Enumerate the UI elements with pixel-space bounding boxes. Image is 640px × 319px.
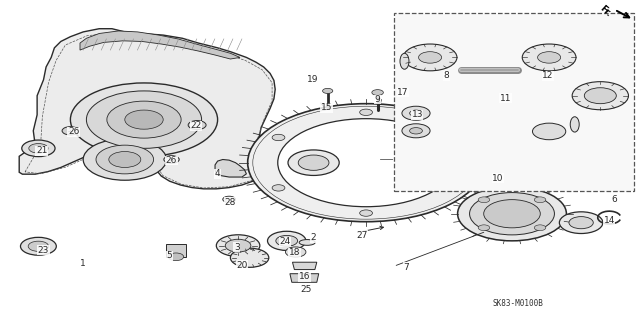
Ellipse shape xyxy=(300,240,315,245)
Circle shape xyxy=(323,88,333,93)
Circle shape xyxy=(248,104,484,222)
Circle shape xyxy=(291,250,300,254)
Text: 7: 7 xyxy=(404,263,409,272)
Circle shape xyxy=(164,156,179,163)
Circle shape xyxy=(225,239,251,252)
Circle shape xyxy=(188,121,206,130)
Circle shape xyxy=(86,91,202,148)
Circle shape xyxy=(96,145,154,174)
Text: 16: 16 xyxy=(299,272,310,281)
Circle shape xyxy=(223,196,236,203)
Circle shape xyxy=(534,225,546,231)
Text: 2: 2 xyxy=(311,233,316,242)
Circle shape xyxy=(272,134,285,141)
Text: 10: 10 xyxy=(492,174,504,182)
Circle shape xyxy=(410,128,422,134)
Ellipse shape xyxy=(400,53,409,69)
Text: 15: 15 xyxy=(321,103,332,112)
Circle shape xyxy=(419,52,442,63)
Circle shape xyxy=(470,193,554,235)
Circle shape xyxy=(403,44,457,71)
Text: 19: 19 xyxy=(307,75,318,84)
Circle shape xyxy=(276,235,298,246)
Text: 28: 28 xyxy=(225,198,236,207)
Circle shape xyxy=(402,124,430,138)
Text: 4: 4 xyxy=(215,169,220,178)
Circle shape xyxy=(484,200,540,228)
Circle shape xyxy=(447,134,460,141)
Text: 25: 25 xyxy=(300,285,312,294)
Circle shape xyxy=(572,82,628,110)
Circle shape xyxy=(534,197,546,203)
Text: 18: 18 xyxy=(289,249,300,257)
Text: 24: 24 xyxy=(279,237,291,246)
Circle shape xyxy=(22,140,55,157)
Polygon shape xyxy=(292,262,317,270)
Circle shape xyxy=(278,119,454,207)
Circle shape xyxy=(360,109,372,115)
Text: 14: 14 xyxy=(604,216,615,225)
Circle shape xyxy=(285,247,306,257)
Circle shape xyxy=(168,253,184,261)
Polygon shape xyxy=(215,160,246,177)
Circle shape xyxy=(28,241,49,251)
Text: 12: 12 xyxy=(542,71,554,80)
Text: 23: 23 xyxy=(38,246,49,255)
Circle shape xyxy=(298,155,329,170)
Text: 22: 22 xyxy=(190,121,202,130)
Circle shape xyxy=(62,127,79,135)
Text: 21: 21 xyxy=(36,146,47,155)
Ellipse shape xyxy=(570,117,579,132)
Circle shape xyxy=(272,185,285,191)
Polygon shape xyxy=(19,29,275,189)
Circle shape xyxy=(216,235,260,256)
Circle shape xyxy=(372,90,383,95)
Text: 8: 8 xyxy=(444,71,449,80)
Circle shape xyxy=(107,101,181,138)
Text: 17: 17 xyxy=(397,88,409,97)
Text: 13: 13 xyxy=(412,110,423,119)
Polygon shape xyxy=(290,274,319,282)
Circle shape xyxy=(532,123,566,140)
Circle shape xyxy=(230,248,269,267)
Circle shape xyxy=(569,217,593,229)
Text: 26: 26 xyxy=(166,156,177,165)
Circle shape xyxy=(538,52,561,63)
Bar xyxy=(394,13,634,191)
Text: 27: 27 xyxy=(356,231,368,240)
Circle shape xyxy=(83,139,166,180)
Circle shape xyxy=(268,231,306,250)
Bar xyxy=(166,244,186,257)
Text: 26: 26 xyxy=(68,127,79,136)
Circle shape xyxy=(584,88,616,104)
Circle shape xyxy=(360,210,372,216)
Circle shape xyxy=(288,150,339,175)
Circle shape xyxy=(125,110,163,129)
Text: 9: 9 xyxy=(375,95,380,104)
Text: 20: 20 xyxy=(236,261,248,270)
Text: Fr.: Fr. xyxy=(598,4,613,19)
Circle shape xyxy=(478,225,490,231)
Circle shape xyxy=(29,144,48,153)
Circle shape xyxy=(522,44,576,71)
Circle shape xyxy=(478,197,490,203)
Text: 5: 5 xyxy=(167,251,172,260)
Text: SK83-M0100B: SK83-M0100B xyxy=(493,299,543,308)
Circle shape xyxy=(447,185,460,191)
Circle shape xyxy=(20,237,56,255)
Circle shape xyxy=(109,152,141,167)
Text: 3: 3 xyxy=(234,243,239,252)
Text: 11: 11 xyxy=(500,94,511,103)
Circle shape xyxy=(402,106,430,120)
Text: 1: 1 xyxy=(81,259,86,268)
Circle shape xyxy=(410,110,422,116)
Circle shape xyxy=(559,212,603,234)
Text: 6: 6 xyxy=(612,195,617,204)
Circle shape xyxy=(70,83,218,156)
Circle shape xyxy=(458,187,566,241)
Polygon shape xyxy=(80,31,240,59)
